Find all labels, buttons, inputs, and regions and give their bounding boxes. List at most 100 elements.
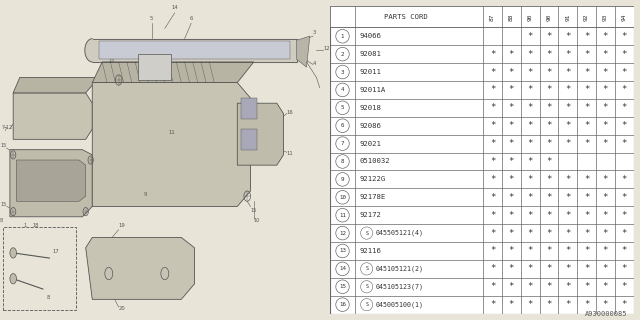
Text: 2: 2 <box>102 99 106 104</box>
Text: 90: 90 <box>527 13 532 20</box>
Text: *: * <box>584 50 589 59</box>
Text: *: * <box>565 32 570 41</box>
Text: *: * <box>509 121 514 130</box>
Text: *: * <box>490 300 495 309</box>
Text: 8: 8 <box>340 159 344 164</box>
Text: *: * <box>527 157 533 166</box>
Text: *: * <box>565 282 570 291</box>
Text: *: * <box>547 282 552 291</box>
Text: *: * <box>621 85 627 94</box>
Text: 7-12: 7-12 <box>2 125 13 130</box>
Text: 6: 6 <box>340 123 344 128</box>
Text: *: * <box>490 264 495 273</box>
Text: *: * <box>621 246 627 255</box>
Text: *: * <box>490 211 495 220</box>
Text: S: S <box>365 266 368 271</box>
Text: 0510032: 0510032 <box>359 158 390 164</box>
Text: *: * <box>603 264 608 273</box>
Text: 13: 13 <box>339 248 346 253</box>
Text: 12: 12 <box>323 46 330 51</box>
Text: 16: 16 <box>339 302 346 307</box>
Text: *: * <box>584 246 589 255</box>
Text: *: * <box>603 50 608 59</box>
Circle shape <box>10 248 17 258</box>
Text: *: * <box>565 50 570 59</box>
Text: *: * <box>565 175 570 184</box>
Text: *: * <box>547 246 552 255</box>
Text: *: * <box>621 139 627 148</box>
Text: *: * <box>565 300 570 309</box>
Text: 15: 15 <box>250 208 257 212</box>
Text: 1: 1 <box>340 34 344 39</box>
Text: *: * <box>527 32 533 41</box>
Text: *: * <box>490 121 495 130</box>
Text: 88: 88 <box>509 13 514 20</box>
Text: *: * <box>547 50 552 59</box>
Text: 20: 20 <box>118 306 125 311</box>
Text: 12: 12 <box>339 231 346 236</box>
Text: *: * <box>603 300 608 309</box>
Text: 92172: 92172 <box>359 212 381 218</box>
Text: *: * <box>509 103 514 112</box>
Text: *: * <box>527 282 533 291</box>
Text: 87: 87 <box>490 13 495 20</box>
Text: *: * <box>621 193 627 202</box>
Text: *: * <box>584 103 589 112</box>
Text: 5: 5 <box>340 105 344 110</box>
Text: *: * <box>527 211 533 220</box>
Text: 4: 4 <box>313 60 317 66</box>
Text: *: * <box>565 264 570 273</box>
Bar <box>99 41 290 59</box>
Text: *: * <box>527 85 533 94</box>
Text: *: * <box>621 211 627 220</box>
Text: 7: 7 <box>340 141 344 146</box>
Text: 7: 7 <box>3 126 6 132</box>
Text: 94066: 94066 <box>359 33 381 39</box>
Text: *: * <box>584 68 589 76</box>
Text: *: * <box>547 228 552 237</box>
Text: *: * <box>547 193 552 202</box>
Polygon shape <box>92 39 297 62</box>
Text: 92011: 92011 <box>359 69 381 75</box>
Polygon shape <box>10 150 92 217</box>
Text: *: * <box>547 139 552 148</box>
Text: *: * <box>547 157 552 166</box>
Text: *: * <box>509 50 514 59</box>
Text: 92018: 92018 <box>359 105 381 111</box>
Polygon shape <box>237 103 284 165</box>
Text: *: * <box>509 85 514 94</box>
Polygon shape <box>92 62 254 83</box>
Text: 10: 10 <box>339 195 346 200</box>
Polygon shape <box>86 237 195 299</box>
Text: 17: 17 <box>52 249 60 254</box>
Text: *: * <box>621 264 627 273</box>
Text: *: * <box>547 175 552 184</box>
Text: *: * <box>490 103 495 112</box>
Text: *: * <box>547 211 552 220</box>
Polygon shape <box>13 77 99 93</box>
Text: 93: 93 <box>603 13 608 20</box>
Text: *: * <box>490 246 495 255</box>
Text: *: * <box>603 121 608 130</box>
Text: *: * <box>603 68 608 76</box>
Text: *: * <box>584 121 589 130</box>
Text: 15: 15 <box>339 284 346 289</box>
Text: *: * <box>527 139 533 148</box>
Text: *: * <box>603 246 608 255</box>
Text: 92: 92 <box>584 13 589 20</box>
Text: *: * <box>603 211 608 220</box>
Polygon shape <box>17 160 86 201</box>
Text: *: * <box>547 32 552 41</box>
Text: *: * <box>527 228 533 237</box>
Text: 10: 10 <box>254 218 260 223</box>
Text: 15: 15 <box>109 58 115 63</box>
Text: *: * <box>490 228 495 237</box>
Text: *: * <box>547 103 552 112</box>
Text: *: * <box>565 139 570 148</box>
Text: *: * <box>584 264 589 273</box>
Text: *: * <box>584 139 589 148</box>
Text: 1: 1 <box>23 223 26 228</box>
Bar <box>241 129 257 150</box>
Text: *: * <box>565 85 570 94</box>
Text: *: * <box>490 193 495 202</box>
